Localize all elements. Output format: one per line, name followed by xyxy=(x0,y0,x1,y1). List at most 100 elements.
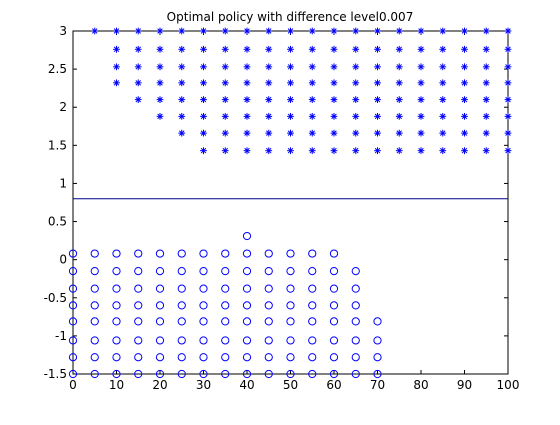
circle-point xyxy=(351,301,360,310)
star-point xyxy=(374,96,381,103)
star-stroke xyxy=(222,147,228,154)
star-stroke xyxy=(440,113,446,120)
star-stroke xyxy=(396,64,402,70)
star-stroke xyxy=(266,130,272,136)
star-stroke xyxy=(309,147,315,154)
star-point xyxy=(417,112,425,120)
y-tick-label: 0 xyxy=(59,253,67,267)
circle-point xyxy=(286,317,295,326)
x-tick-label: 30 xyxy=(196,378,211,392)
circle-point xyxy=(199,249,208,258)
star-stroke xyxy=(396,46,402,53)
star-point xyxy=(330,63,338,71)
star-stroke xyxy=(418,80,424,86)
circle-point xyxy=(199,353,208,362)
star-point xyxy=(330,129,338,137)
star-point xyxy=(221,129,229,137)
star-stroke xyxy=(505,130,511,136)
circle-point xyxy=(134,267,143,276)
star-point xyxy=(287,63,294,71)
star-point xyxy=(221,45,229,53)
star-point xyxy=(287,27,294,35)
x-tick-label: 10 xyxy=(109,378,124,392)
star-stroke xyxy=(396,96,402,103)
star-point xyxy=(482,45,490,53)
star-point xyxy=(395,129,403,137)
star-point xyxy=(482,63,490,71)
star-point xyxy=(243,129,251,137)
circle-point xyxy=(329,369,339,379)
circle-point xyxy=(373,353,382,362)
star-point xyxy=(308,96,316,103)
star-stroke xyxy=(135,96,141,103)
star-stroke xyxy=(374,80,381,86)
circle-point xyxy=(68,317,78,326)
circle-point xyxy=(286,267,295,276)
star-point xyxy=(352,45,360,53)
star-stroke xyxy=(179,64,185,70)
circle-point xyxy=(264,267,273,276)
star-point xyxy=(374,79,381,87)
star-point xyxy=(461,112,468,120)
star-point xyxy=(200,27,207,35)
y-tick-label: 3 xyxy=(59,24,67,38)
star-point xyxy=(265,63,273,71)
star-stroke xyxy=(266,28,272,34)
y-tick-label: -0.5 xyxy=(44,291,67,305)
star-stroke xyxy=(440,46,446,53)
circle-point xyxy=(68,353,78,362)
circle-point xyxy=(308,353,317,362)
circle-point xyxy=(329,301,339,310)
star-stroke xyxy=(418,28,424,34)
star-stroke xyxy=(418,147,424,154)
star-stroke xyxy=(418,64,424,70)
star-point xyxy=(287,112,294,120)
circle-point xyxy=(242,284,252,293)
star-stroke xyxy=(244,80,250,86)
star-stroke xyxy=(179,96,185,103)
star-stroke xyxy=(374,147,381,154)
star-point xyxy=(308,45,316,53)
circle-point xyxy=(308,369,317,379)
circle-point xyxy=(264,317,273,326)
star-point xyxy=(352,96,360,103)
star-stroke xyxy=(287,96,294,103)
star-point xyxy=(482,129,490,137)
star-stroke xyxy=(266,147,272,154)
x-tick-label: 70 xyxy=(370,378,385,392)
y-tick-label: 1.5 xyxy=(48,138,67,152)
circle-point xyxy=(68,301,78,310)
star-point xyxy=(134,63,142,71)
circle-point xyxy=(221,267,230,276)
star-stroke xyxy=(440,80,446,86)
star-stroke xyxy=(374,46,381,53)
circle-point xyxy=(177,249,186,258)
x-tick-label: 100 xyxy=(497,378,520,392)
circle-point xyxy=(155,353,165,362)
circle-point xyxy=(308,284,317,293)
star-point xyxy=(287,129,294,137)
circle-point xyxy=(373,369,382,379)
star-stroke xyxy=(179,46,185,53)
star-point xyxy=(156,63,164,71)
star-point xyxy=(352,79,360,87)
star-stroke xyxy=(483,130,489,136)
star-stroke xyxy=(222,113,228,120)
circle-point xyxy=(199,301,208,310)
star-point xyxy=(395,45,403,53)
star-stroke xyxy=(331,28,337,34)
circle-point xyxy=(221,353,230,362)
circle-point xyxy=(286,336,295,345)
star-stroke xyxy=(418,130,424,136)
star-point xyxy=(265,112,273,120)
circle-point xyxy=(264,301,273,310)
star-stroke xyxy=(309,64,315,70)
circle-point xyxy=(221,317,230,326)
star-point xyxy=(395,112,403,120)
circle-point xyxy=(286,284,295,293)
circle-point xyxy=(177,353,186,362)
circle-point xyxy=(68,267,78,276)
star-stroke xyxy=(396,130,402,136)
circle-point xyxy=(155,369,165,379)
star-point xyxy=(308,27,316,35)
